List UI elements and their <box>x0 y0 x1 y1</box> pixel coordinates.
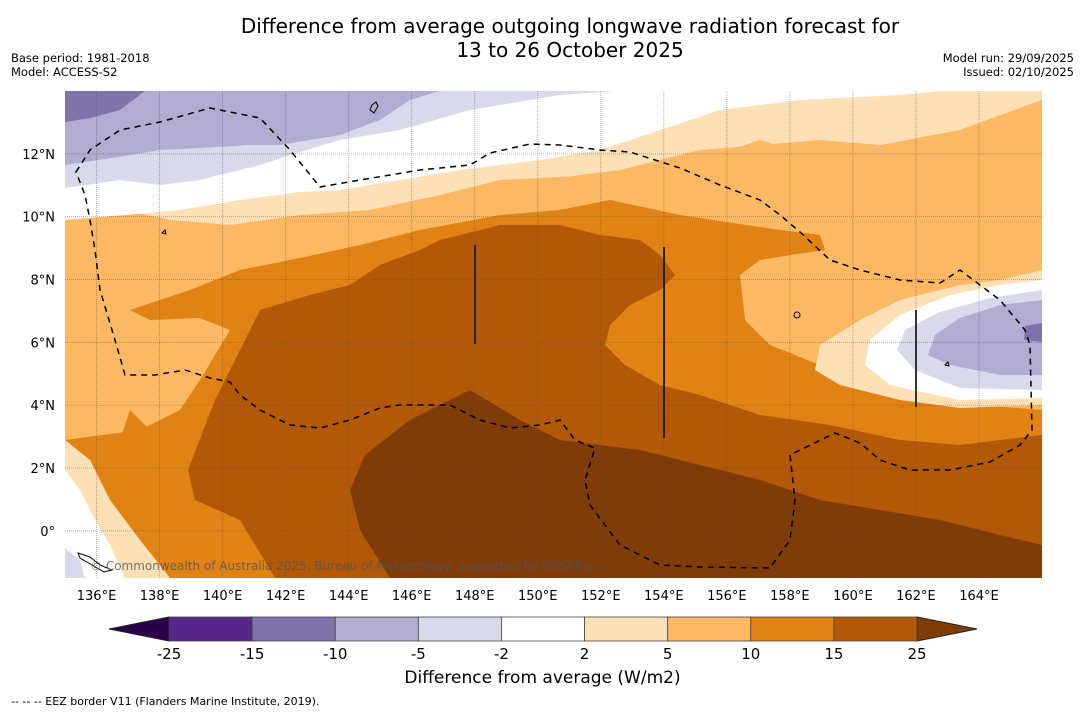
lat-tick-label: 10°N <box>22 211 55 226</box>
colorbar-under-arrow <box>108 616 170 642</box>
colorbar-tick-label: 10 <box>741 645 760 663</box>
colorbar-segment <box>251 616 336 642</box>
colorbar-tick-label: 25 <box>907 645 926 663</box>
colorbar-tick-label: 5 <box>663 645 673 663</box>
lat-tick-label: 6°N <box>31 336 56 351</box>
lat-tick-label: 12°N <box>22 148 55 163</box>
lon-tick-label: 144°E <box>329 589 369 604</box>
copyright-text: © Commonwealth of Australia 2025, Bureau… <box>90 559 595 573</box>
colorbar-tick-label: -5 <box>411 645 426 663</box>
lon-tick-label: 150°E <box>518 589 558 604</box>
lon-tick-label: 156°E <box>707 589 747 604</box>
lon-tick-label: 140°E <box>203 589 243 604</box>
lat-tick-label: 0° <box>40 525 55 540</box>
contour-neg10-neg15-north <box>65 91 145 122</box>
contour-neg5-neg10-east <box>928 300 1042 375</box>
map-title: Difference from average outgoing longwav… <box>0 14 1085 62</box>
lon-tick-label: 142°E <box>266 589 306 604</box>
eez-borders <box>75 107 1033 569</box>
lon-tick-label: 154°E <box>644 589 684 604</box>
lat-tick-label: 2°N <box>31 462 56 477</box>
island-guam <box>369 101 379 114</box>
eez-border-palau-fsm <box>75 107 1033 569</box>
colorbar-tick-label: -25 <box>157 645 182 663</box>
lat-tick-label: 8°N <box>31 274 56 289</box>
colorbar-tick-label: -10 <box>323 645 348 663</box>
lon-tick-label: 146°E <box>392 589 432 604</box>
colorbar-segment <box>584 616 669 642</box>
colorbar-tick-label: 15 <box>824 645 843 663</box>
island-solomons <box>77 552 114 573</box>
gridlines <box>65 91 1042 578</box>
contour-white-southwest <box>65 470 125 578</box>
lon-tick-label: 158°E <box>770 589 810 604</box>
lon-tick-label: 164°E <box>959 589 999 604</box>
island-kosrae <box>793 311 801 319</box>
lon-tick-label: 138°E <box>140 589 180 604</box>
longitude-tick-labels: 136°E 138°E 140°E 142°E 144°E 146°E 148°E 150°E… <box>77 589 999 604</box>
title-line-1: Difference from average outgoing longwav… <box>240 14 900 38</box>
meta-left: Base period: 1981-2018 Model: ACCESS-S2 <box>11 51 150 79</box>
contour-neg2-neg5-southwest <box>65 548 85 578</box>
islands <box>77 101 950 573</box>
eez-legend: -- -- -- EEZ border V11 (Flanders Marine… <box>11 695 320 708</box>
lon-tick-label: 136°E <box>77 589 117 604</box>
model-name: Model: ACCESS-S2 <box>11 65 118 79</box>
colorbar-over-arrow <box>916 616 978 642</box>
lat-tick-label: 4°N <box>31 399 56 414</box>
title-line-2: 13 to 26 October 2025 <box>456 38 684 62</box>
colorbar-segment <box>417 616 502 642</box>
contour-over25-south <box>350 390 1042 578</box>
meta-right: Model run: 29/09/2025 Issued: 02/10/2025 <box>943 51 1074 79</box>
contour-neg10-neg15-east <box>1024 323 1042 342</box>
latitude-tick-labels: 12°N 10°N 8°N 6°N 4°N 2°N 0° <box>22 148 55 540</box>
lon-tick-label: 162°E <box>896 589 936 604</box>
colorbar-segment <box>667 616 752 642</box>
lon-tick-label: 148°E <box>455 589 495 604</box>
colorbar-segment <box>168 616 253 642</box>
colorbar-tick-label: -2 <box>494 645 509 663</box>
lon-tick-label: 160°E <box>833 589 873 604</box>
contour-neg5-neg10-north <box>65 91 440 165</box>
colorbar-segment <box>833 616 918 642</box>
island-small-b <box>161 229 167 235</box>
issued-date: Issued: 02/10/2025 <box>963 65 1074 79</box>
colorbar-segment <box>750 616 835 642</box>
lon-tick-label: 152°E <box>581 589 621 604</box>
model-run: Model run: 29/09/2025 <box>942 51 1074 65</box>
colorbar-title: Difference from average (W/m2) <box>404 668 681 688</box>
colorbar-segment <box>501 616 585 642</box>
colorbar-segment <box>334 616 419 642</box>
colorbar-tick-label: -15 <box>240 645 265 663</box>
map-plot-area: © Commonwealth of Australia 2025, Bureau… <box>65 91 1042 578</box>
colorbar-tick-label: 2 <box>580 645 590 663</box>
base-period: Base period: 1981-2018 <box>11 51 150 65</box>
colorbar: -25 -15 -10 -5 -2 2 5 10 15 25 <box>108 616 978 663</box>
island-small-a <box>944 361 950 367</box>
